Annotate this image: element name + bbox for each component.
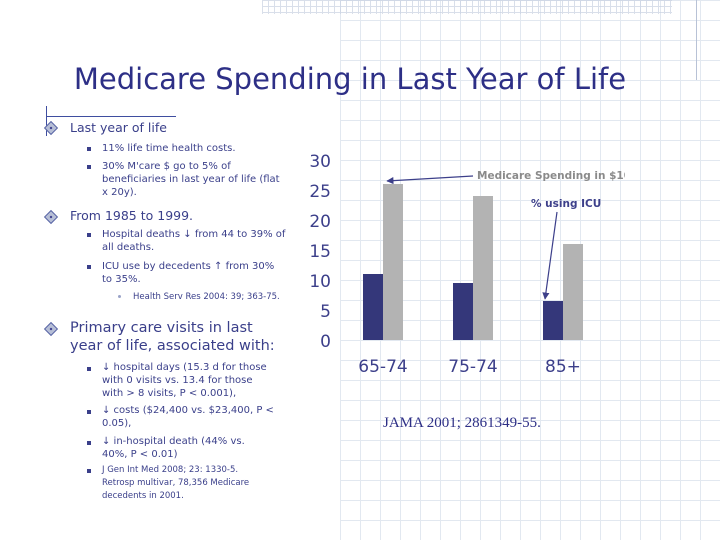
slide-title: Medicare Spending in Last Year of Life <box>73 62 627 96</box>
title-underline <box>46 116 176 117</box>
bullet-diamond-icon <box>43 209 59 225</box>
y-tick-label: 30 <box>309 152 331 172</box>
bullet-2-sub-2: ICU use by decedents ↑ from 30% to 35%. <box>102 261 275 285</box>
annotation-spending-label: Medicare Spending in $1000 <box>477 170 625 182</box>
bullet-3-sub-1: ↓ hospital days (15.3 d for those with 0… <box>102 362 267 399</box>
bullet-diamond-icon <box>43 321 59 337</box>
x-tick-label: 75-74 <box>448 357 497 377</box>
y-tick-label: 5 <box>320 302 331 322</box>
y-tick-label: 20 <box>309 212 331 232</box>
bar-spending-3 <box>563 244 583 340</box>
bullet-3-sub-2: ↓ costs ($24,400 vs. $23,400, P < 0.05), <box>102 405 274 429</box>
bullet-3-sub-3: ↓ in-hospital death (44% vs. 40%, P < 0.… <box>102 436 245 460</box>
sub-bullet-square-icon <box>87 367 91 371</box>
bullet-2-citation: Health Serv Res 2004: 39; 363-75. <box>133 292 280 302</box>
sub-bullet-square-icon <box>87 441 91 445</box>
bar-icu-3 <box>543 301 563 340</box>
sub-bullet-square-icon <box>87 165 91 169</box>
bar-spending-1 <box>383 184 403 340</box>
bullet-1-sub-1: 11% life time health costs. <box>102 143 236 154</box>
annotation-spending-arrow <box>386 175 474 185</box>
annotation-icu-arrow <box>542 211 558 300</box>
annotation-icu-label: % using ICU <box>531 198 601 210</box>
bullet-1-text: Last year of life <box>70 120 167 135</box>
bar-icu-1 <box>363 274 383 340</box>
y-tick-label: 25 <box>309 182 331 202</box>
bullet-3-text: Primary care visits in last year of life… <box>70 320 275 354</box>
sub-bullet-square-icon <box>87 233 91 237</box>
decorative-rule <box>696 0 697 80</box>
sub-sub-bullet-circle-icon <box>118 295 121 298</box>
bar-icu-2 <box>453 283 473 340</box>
reference-citation: JAMA 2001; 2861349-55. <box>383 415 541 431</box>
bullet-1-sub-2: 30% M'care $ go to 5% of beneficiaries i… <box>102 161 280 198</box>
x-tick-label: 65-74 <box>358 357 407 377</box>
sub-bullet-square-icon <box>87 147 91 151</box>
bullet-3-citation: J Gen Int Med 2008; 23: 1330-5. Retrosp … <box>102 465 250 501</box>
sub-bullet-square-icon <box>87 469 91 473</box>
y-tick-label: 15 <box>309 242 331 262</box>
decorative-top-bar <box>262 0 672 14</box>
bullet-2-text: From 1985 to 1999. <box>70 208 194 223</box>
medicare-bar-chart: 0 5 10 15 20 25 30 65-74 75-74 85+ Medicare Spendi… <box>309 152 625 377</box>
bar-spending-2 <box>473 196 493 340</box>
sub-bullet-square-icon <box>87 265 91 269</box>
background-grid <box>340 0 720 540</box>
sub-bullet-square-icon <box>87 410 91 414</box>
bullet-2-sub-1: Hospital deaths ↓ from 44 to 39% of all … <box>102 229 286 253</box>
y-tick-label: 10 <box>309 272 331 292</box>
title-corner-mark <box>46 106 47 136</box>
x-tick-label: 85+ <box>545 357 581 377</box>
y-tick-label: 0 <box>320 332 331 352</box>
